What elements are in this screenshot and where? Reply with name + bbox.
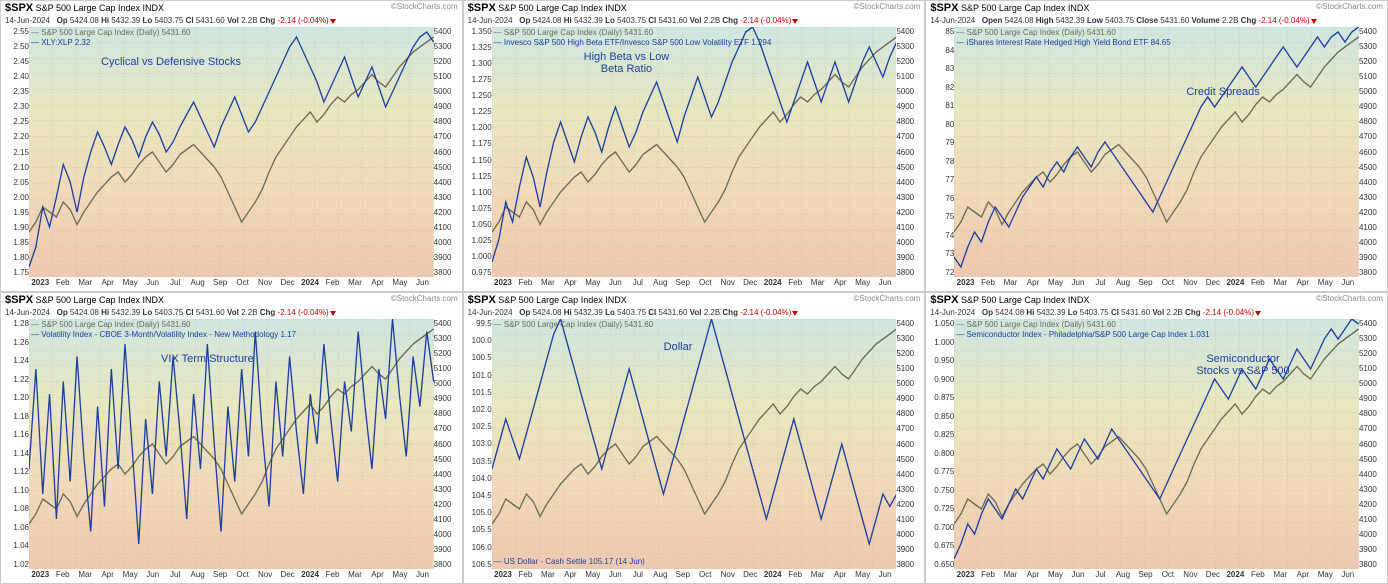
y-axis-left: 99.5100.0100.5101.0101.5102.0102.5103.01…	[466, 319, 492, 569]
x-axis: 2023FebMarAprMayJunJulAugSepOctNovDec202…	[492, 570, 897, 583]
y-axis-left: 1.281.261.241.221.201.181.161.141.121.10…	[3, 319, 29, 569]
legend: — S&P 500 Large Cap Index (Daily) 5431.6…	[31, 28, 191, 47]
plot-area	[954, 319, 1359, 569]
chart-panel-4: $SPX S&P 500 Large Cap Index INDX14-Jun-…	[463, 292, 926, 584]
attribution: ©StockCharts.com	[391, 294, 458, 303]
plot-area	[29, 319, 434, 569]
x-axis: 2023FebMarAprMayJunJulAugSepOctNovDec202…	[954, 278, 1359, 291]
x-axis: 2023FebMarAprMayJunJulAugSepOctNovDec202…	[492, 278, 897, 291]
y-axis-right: 5400530052005100500049004800470046004500…	[1359, 27, 1385, 277]
x-axis: 2023FebMarAprMayJunJulAugSepOctNovDec202…	[954, 570, 1359, 583]
plot-area	[954, 27, 1359, 277]
legend: — S&P 500 Large Cap Index (Daily) 5431.6…	[956, 320, 1209, 339]
y-axis-right: 5400530052005100500049004800470046004500…	[434, 27, 460, 277]
legend: — S&P 500 Large Cap Index (Daily) 5431.6…	[494, 320, 654, 330]
attribution: ©StockCharts.com	[1316, 294, 1383, 303]
chart-panel-2: $SPX S&P 500 Large Cap Index INDX14-Jun-…	[925, 0, 1388, 292]
y-axis-right: 5400530052005100500049004800470046004500…	[896, 319, 922, 569]
plot-area	[492, 27, 897, 277]
legend: — S&P 500 Large Cap Index (Daily) 5431.6…	[494, 28, 772, 47]
chart-panel-5: $SPX S&P 500 Large Cap Index INDX14-Jun-…	[925, 292, 1388, 584]
y-axis-right: 5400530052005100500049004800470046004500…	[1359, 319, 1385, 569]
legend-bottom: — US Dollar - Cash Settle 105.17 (14 Jun…	[494, 557, 645, 567]
legend: — S&P 500 Large Cap Index (Daily) 5431.6…	[31, 320, 296, 339]
chart-panel-3: $SPX S&P 500 Large Cap Index INDX14-Jun-…	[0, 292, 463, 584]
attribution: ©StockCharts.com	[854, 2, 921, 11]
y-axis-left: 1.3501.3251.3001.2751.2501.2251.2001.175…	[466, 27, 492, 277]
plot-area	[29, 27, 434, 277]
y-axis-right: 5400530052005100500049004800470046004500…	[896, 27, 922, 277]
chart-panel-1: $SPX S&P 500 Large Cap Index INDX14-Jun-…	[463, 0, 926, 292]
attribution: ©StockCharts.com	[391, 2, 458, 11]
y-axis-left: 1.0501.0000.9500.9000.8750.8500.8250.800…	[928, 319, 954, 569]
plot-area	[492, 319, 897, 569]
x-axis: 2023FebMarAprMayJunJulAugSepOctNovDec202…	[29, 278, 434, 291]
attribution: ©StockCharts.com	[854, 294, 921, 303]
y-axis-right: 5400530052005100500049004800470046004500…	[434, 319, 460, 569]
y-axis-left: 8584838281807978777675747372	[928, 27, 954, 277]
x-axis: 2023FebMarAprMayJunJulAugSepOctNovDec202…	[29, 570, 434, 583]
legend: — S&P 500 Large Cap Index (Daily) 5431.6…	[956, 28, 1170, 47]
chart-panel-0: $SPX S&P 500 Large Cap Index INDX14-Jun-…	[0, 0, 463, 292]
chart-grid: $SPX S&P 500 Large Cap Index INDX14-Jun-…	[0, 0, 1388, 584]
y-axis-left: 2.552.502.452.402.352.302.252.202.152.10…	[3, 27, 29, 277]
attribution: ©StockCharts.com	[1316, 2, 1383, 11]
